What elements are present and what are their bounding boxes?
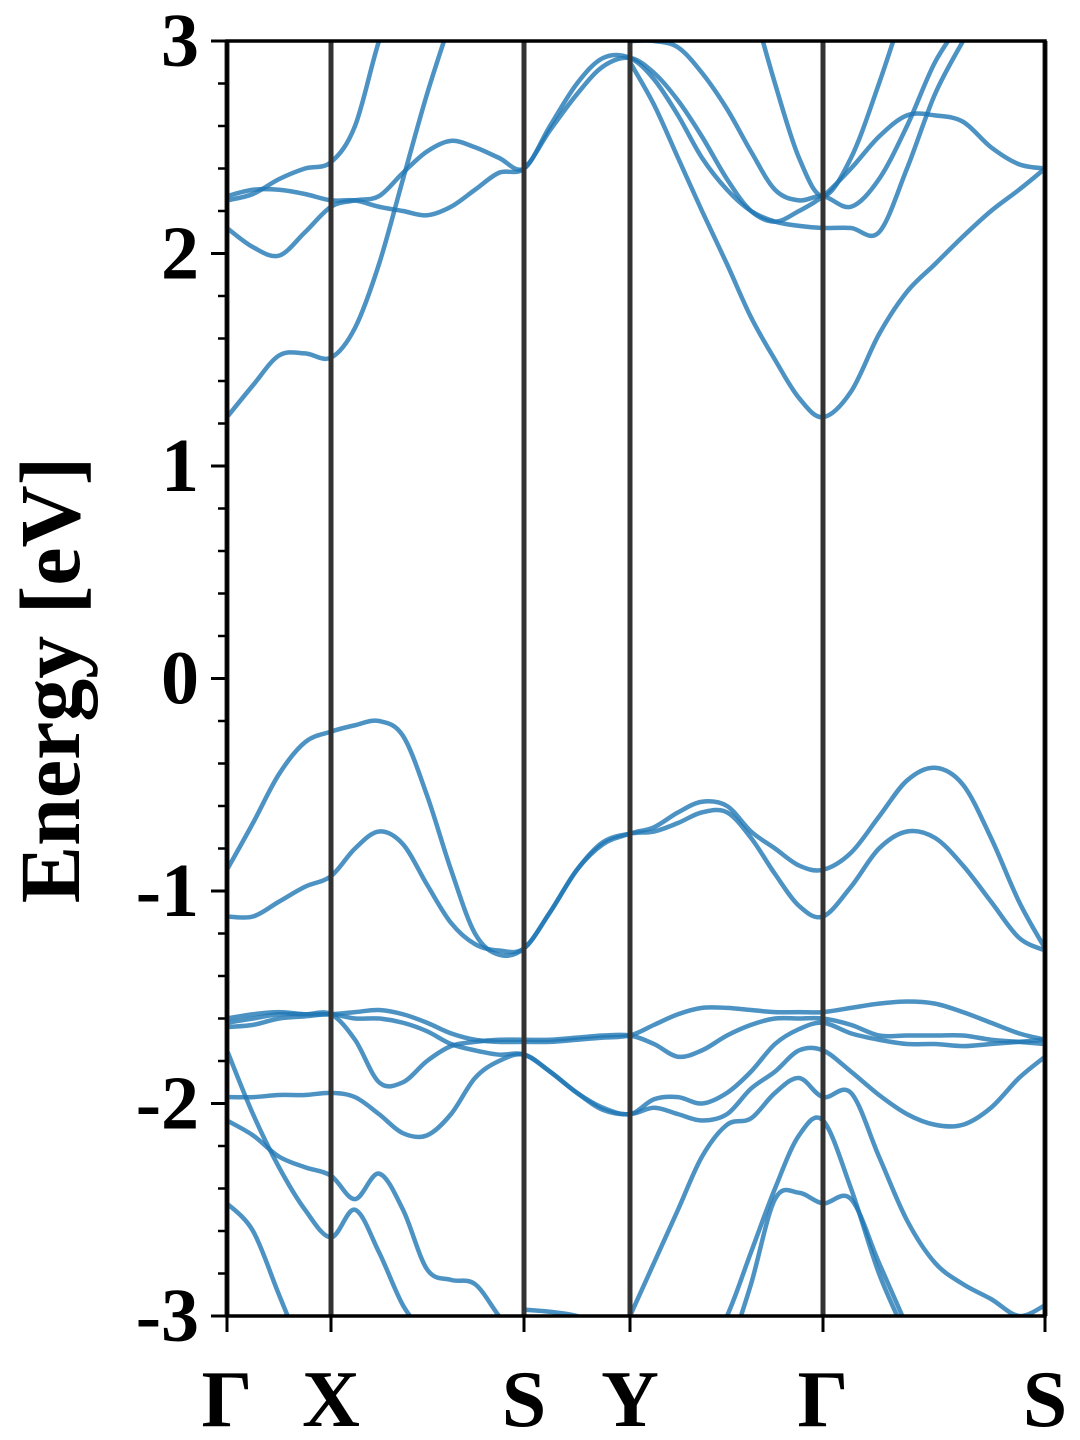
band-line — [627, 60, 1045, 420]
y-tick-label: -3 — [136, 1274, 199, 1358]
band-line — [227, 1118, 502, 1316]
band-line — [227, 1201, 291, 1316]
band-line — [227, 41, 382, 203]
x-tick-label: X — [302, 1356, 360, 1440]
band-line — [627, 41, 951, 210]
y-tick-label: 1 — [161, 424, 199, 508]
y-tick-label: -1 — [136, 849, 199, 933]
y-tick-label: 2 — [161, 212, 199, 296]
band-line — [227, 807, 1045, 955]
band-line — [227, 41, 447, 420]
x-tick-label: S — [1023, 1356, 1068, 1440]
band-line — [521, 1307, 585, 1316]
x-tick-label: Y — [601, 1356, 659, 1440]
y-axis-label: Energy [eV] — [2, 457, 98, 904]
band-line — [738, 1187, 905, 1316]
band-line — [227, 41, 966, 259]
band-line — [760, 41, 896, 199]
x-tick-label: Γ — [798, 1356, 849, 1440]
y-tick-label: 3 — [161, 0, 199, 83]
x-tick-label: Γ — [202, 1356, 253, 1440]
bands — [227, 41, 1045, 1316]
y-tick-label: -2 — [136, 1062, 199, 1146]
x-tick-label: S — [502, 1356, 547, 1440]
band-line — [724, 1115, 900, 1316]
band-line — [227, 718, 1045, 959]
band-line — [227, 1009, 1045, 1089]
y-tick-label: 0 — [161, 637, 199, 721]
plot-frame — [225, 39, 1047, 1318]
